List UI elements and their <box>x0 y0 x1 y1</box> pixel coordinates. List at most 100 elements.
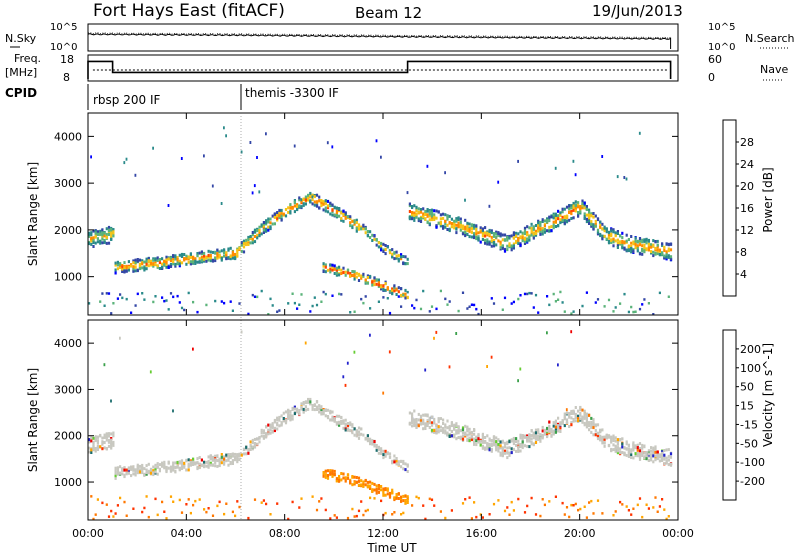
heat-cell <box>92 241 95 244</box>
heat-cell <box>293 144 296 148</box>
heat-cell <box>99 232 102 236</box>
heat-cell <box>324 270 327 274</box>
heat-cell <box>92 436 95 440</box>
heat-cell <box>92 238 95 242</box>
heat-cell <box>428 214 431 218</box>
heat-cell <box>647 302 650 305</box>
heat-cell <box>612 436 615 440</box>
heat-cell <box>603 435 606 439</box>
heat-cell <box>355 514 358 518</box>
heat-cell <box>278 216 281 220</box>
heat-cell <box>528 235 531 239</box>
heat-cell <box>251 438 254 442</box>
heat-cell <box>154 295 157 298</box>
heat-cell <box>149 471 153 475</box>
heat-cell <box>384 511 387 515</box>
heat-cell <box>477 440 480 444</box>
heat-cell <box>346 473 350 477</box>
heat-cell <box>612 230 615 234</box>
heat-cell <box>442 225 445 229</box>
noise-y2tick-top: 10^5 <box>708 22 735 33</box>
heat-cell <box>273 222 276 226</box>
heat-cell <box>574 209 577 213</box>
heat-cell <box>172 500 175 503</box>
heat-cell <box>225 251 228 255</box>
heat-cell <box>289 203 292 207</box>
heat-cell <box>116 472 119 476</box>
heat-cell <box>448 221 451 225</box>
heat-cell <box>229 254 232 258</box>
heat-cell <box>342 375 345 379</box>
heat-cell <box>149 370 152 374</box>
heat-cell <box>161 262 164 266</box>
heat-cell <box>413 421 416 425</box>
heat-cell <box>537 223 540 227</box>
heat-cell <box>121 269 124 273</box>
heat-cell <box>541 220 544 223</box>
heat-cell <box>415 212 418 216</box>
heat-cell <box>435 225 438 229</box>
noise-panel: N.Sky 10^5 10^0 10^5 10^0 N.Search <box>5 22 795 53</box>
heat-cell <box>289 418 292 422</box>
heat-cell <box>579 417 582 421</box>
heat-cell <box>417 412 420 416</box>
heat-cell <box>641 252 644 256</box>
heat-cell <box>603 444 606 448</box>
heat-cell <box>147 264 150 268</box>
heat-cell <box>189 255 192 259</box>
heat-cell <box>663 249 666 252</box>
heat-cell <box>296 205 299 209</box>
ytick-label: 4000 <box>54 130 82 143</box>
heat-cell <box>103 446 106 450</box>
heat-cell <box>415 215 418 219</box>
heat-cell <box>607 434 611 438</box>
heat-cell <box>138 464 142 468</box>
heat-cell <box>510 447 513 451</box>
heat-cell <box>326 469 330 473</box>
ytick-label: 3000 <box>54 177 82 190</box>
heat-cell <box>260 431 263 434</box>
heat-cell <box>630 250 633 254</box>
heat-cell <box>231 256 234 260</box>
heat-cell <box>369 442 372 446</box>
heat-cell <box>508 453 511 457</box>
heat-cell <box>530 227 533 230</box>
colorbar-tick-label: 100 <box>740 362 761 375</box>
heat-cell <box>90 155 92 159</box>
heat-cell <box>665 257 668 261</box>
heat-cell <box>539 232 542 236</box>
heat-cell <box>506 446 509 450</box>
heat-cell <box>652 460 655 464</box>
heat-cell <box>453 423 456 427</box>
heat-cell <box>393 498 396 502</box>
heat-cell <box>654 447 657 451</box>
heat-cell <box>362 513 365 517</box>
heat-cell <box>176 465 179 469</box>
heat-cell <box>503 451 507 455</box>
heat-cell <box>408 422 411 426</box>
heat-cell <box>311 198 314 202</box>
heat-cell <box>435 224 438 228</box>
heat-cell <box>242 452 246 456</box>
heat-cell <box>497 499 500 502</box>
heat-cell <box>512 242 515 246</box>
heat-cell <box>572 410 575 414</box>
heat-cell <box>249 237 252 241</box>
heat-cell <box>163 463 166 466</box>
heat-cell <box>437 430 440 434</box>
heat-cell <box>446 431 449 435</box>
heat-cell <box>461 291 465 294</box>
heat-cell <box>247 447 250 451</box>
heat-cell <box>262 226 265 230</box>
heat-cell <box>614 448 617 452</box>
heat-cell <box>585 213 588 217</box>
heat-cell <box>552 424 555 428</box>
heat-cell <box>411 415 414 418</box>
heat-cell <box>220 455 223 459</box>
heat-cell <box>99 434 102 438</box>
heat-cell <box>645 457 648 461</box>
heat-cell <box>251 241 254 245</box>
heat-cell <box>546 229 549 233</box>
heat-cell <box>278 212 281 215</box>
heat-cell <box>366 508 369 512</box>
